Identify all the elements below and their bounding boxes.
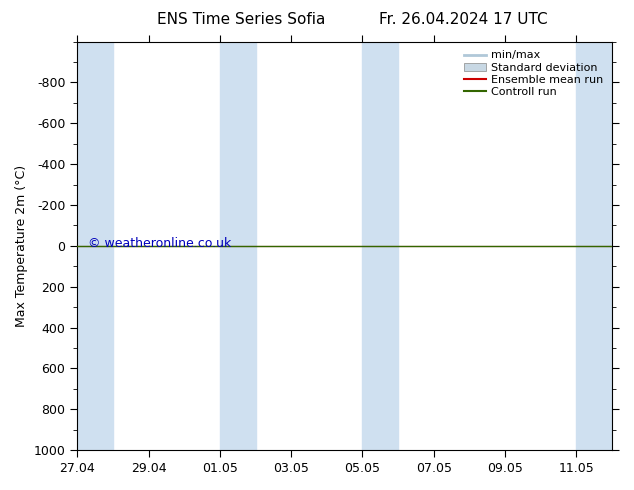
Bar	[77, 42, 95, 450]
Bar	[238, 42, 256, 450]
Text: © weatheronline.co.uk: © weatheronline.co.uk	[88, 237, 231, 250]
Text: ENS Time Series Sofia: ENS Time Series Sofia	[157, 12, 325, 27]
Bar	[95, 42, 113, 450]
Bar	[380, 42, 398, 450]
Text: Fr. 26.04.2024 17 UTC: Fr. 26.04.2024 17 UTC	[378, 12, 547, 27]
Bar	[220, 42, 238, 450]
Bar	[363, 42, 380, 450]
Y-axis label: Max Temperature 2m (°C): Max Temperature 2m (°C)	[15, 165, 28, 327]
Bar	[576, 42, 612, 450]
Legend: min/max, Standard deviation, Ensemble mean run, Controll run: min/max, Standard deviation, Ensemble me…	[461, 47, 607, 100]
